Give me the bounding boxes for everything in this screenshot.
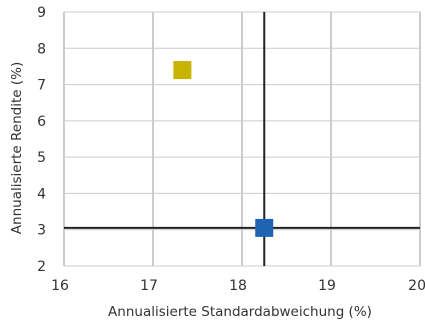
y-tick-label: 4 bbox=[37, 186, 46, 202]
y-tick-labels: 2 3 4 5 6 7 8 9 bbox=[37, 5, 46, 275]
data-point-1 bbox=[173, 61, 192, 80]
y-tick-label: 5 bbox=[37, 150, 46, 166]
x-tick-label: 19 bbox=[318, 278, 336, 294]
x-tick-labels: 16 17 18 19 20 bbox=[51, 278, 425, 294]
y-axis-label: Annualisierte Rendite (%) bbox=[9, 62, 25, 234]
y-tick-label: 3 bbox=[37, 223, 46, 239]
y-tick-label: 7 bbox=[37, 78, 46, 94]
x-tick-label: 17 bbox=[140, 278, 158, 294]
y-tick-label: 8 bbox=[37, 41, 46, 57]
y-tick-label: 6 bbox=[37, 114, 46, 130]
x-tick-label: 18 bbox=[229, 278, 247, 294]
data-point-2 bbox=[255, 218, 274, 237]
x-tick-label: 20 bbox=[408, 278, 425, 294]
x-axis-label: Annualisierte Standardabweichung (%) bbox=[108, 304, 372, 320]
y-tick-label: 2 bbox=[37, 259, 46, 275]
grid-lines bbox=[63, 11, 421, 267]
y-tick-label: 9 bbox=[37, 5, 46, 21]
data-points bbox=[173, 61, 274, 237]
x-tick-label: 16 bbox=[51, 278, 69, 294]
